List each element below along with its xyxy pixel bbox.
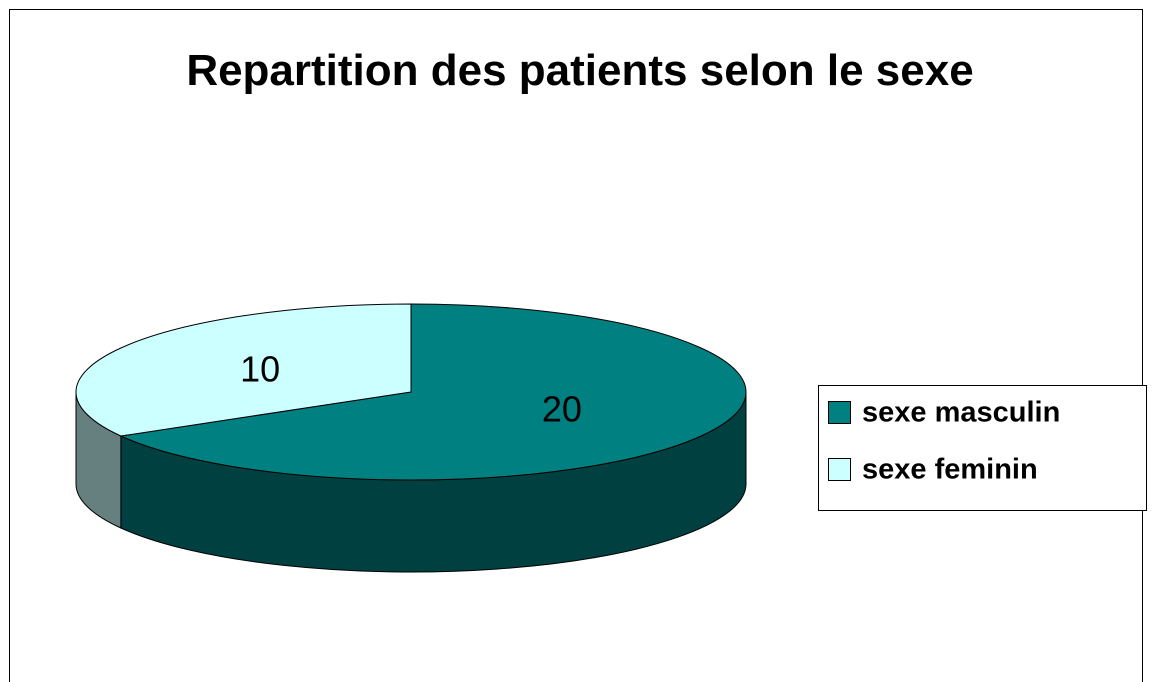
legend-swatch [828, 458, 851, 481]
legend-label: sexe feminin [862, 454, 1038, 486]
legend-box [818, 385, 1147, 511]
chart-title: Repartition des patients selon le sexe [186, 46, 974, 95]
legend-swatch [828, 401, 851, 424]
slice [75, 303, 412, 437]
legend-label: sexe masculin [862, 397, 1060, 429]
chart-border [9, 9, 1143, 682]
data-label: 20 [542, 388, 582, 429]
data-label: 10 [240, 349, 280, 390]
slice [119, 303, 747, 481]
